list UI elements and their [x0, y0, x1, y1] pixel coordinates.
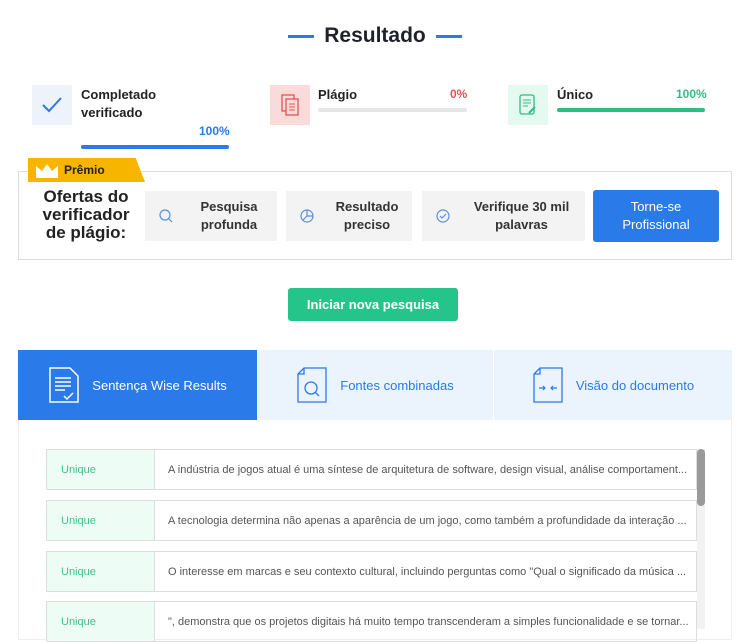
plagiarism-percent: 0% [450, 87, 468, 101]
sentence-text: O interesse em marcas e seu contexto cul… [168, 565, 687, 578]
scrollbar-track[interactable] [697, 449, 705, 629]
plagiarism-label: Plágio [318, 87, 358, 102]
premium-tag: Prêmio [28, 158, 145, 182]
tab-label: Sentença Wise Results [92, 377, 227, 393]
document-compare-icon [533, 367, 563, 403]
unique-percent: 100% [676, 87, 707, 101]
result-row[interactable]: Unique ", demonstra que os projetos digit… [46, 601, 697, 642]
result-row[interactable]: Unique O interesse em marcas e seu contex… [46, 551, 697, 592]
sentence-text: A indústria de jogos atual é uma síntese… [168, 463, 688, 476]
completed-label: Completado verificado [81, 87, 157, 120]
unique-label: Único [557, 87, 594, 102]
completed-progress [81, 145, 229, 149]
document-search-icon [297, 367, 327, 403]
tab-label: Visão do documento [575, 377, 695, 393]
sentence-text: ", demonstra que os projetos digitais há… [168, 615, 689, 628]
plagiarism-progress [318, 108, 467, 112]
document-check-icon [49, 367, 80, 403]
search-icon [151, 209, 181, 223]
offer-accurate-result: Resultado preciso [286, 191, 412, 241]
new-search-button[interactable]: Iniciar nova pesquisa [288, 288, 458, 321]
tab-sentence-wise[interactable]: Sentença Wise Results [18, 350, 257, 420]
status-badge: Unique [47, 602, 155, 641]
tab-document-view[interactable]: Visão do documento [494, 350, 732, 420]
result-row[interactable]: Unique A indústria de jogos atual é uma s… [46, 449, 697, 490]
edit-document-icon [508, 85, 548, 125]
unique-progress [557, 108, 705, 112]
tab-combined-sources[interactable]: Fontes combinadas [257, 350, 493, 420]
go-pro-button[interactable]: Torne-se Profissional [593, 190, 719, 242]
copy-document-icon [270, 85, 310, 125]
status-badge: Unique [47, 450, 155, 489]
offers-heading: Ofertas do verificador de plágio: [42, 187, 130, 242]
offer-30k-words: Verifique 30 mil palavras [422, 191, 585, 241]
page-title: Resultado [0, 24, 750, 48]
premium-box [18, 171, 732, 260]
result-row[interactable]: Unique A tecnologia determina não apenas … [46, 500, 697, 541]
pie-chart-icon [292, 209, 322, 223]
scrollbar-thumb[interactable] [697, 449, 705, 506]
crown-icon [36, 164, 58, 178]
sentence-text: A tecnologia determina não apenas a apar… [168, 514, 687, 527]
premium-tag-label: Prêmio [64, 163, 105, 177]
completed-percent: 100% [199, 124, 230, 138]
tab-label: Fontes combinadas [340, 377, 454, 393]
check-circle-icon [428, 209, 458, 223]
status-badge: Unique [47, 501, 155, 540]
offer-deep-search: Pesquisa profunda [145, 191, 277, 241]
title-text: Resultado [324, 24, 426, 47]
check-icon [32, 85, 72, 125]
status-badge: Unique [47, 552, 155, 591]
